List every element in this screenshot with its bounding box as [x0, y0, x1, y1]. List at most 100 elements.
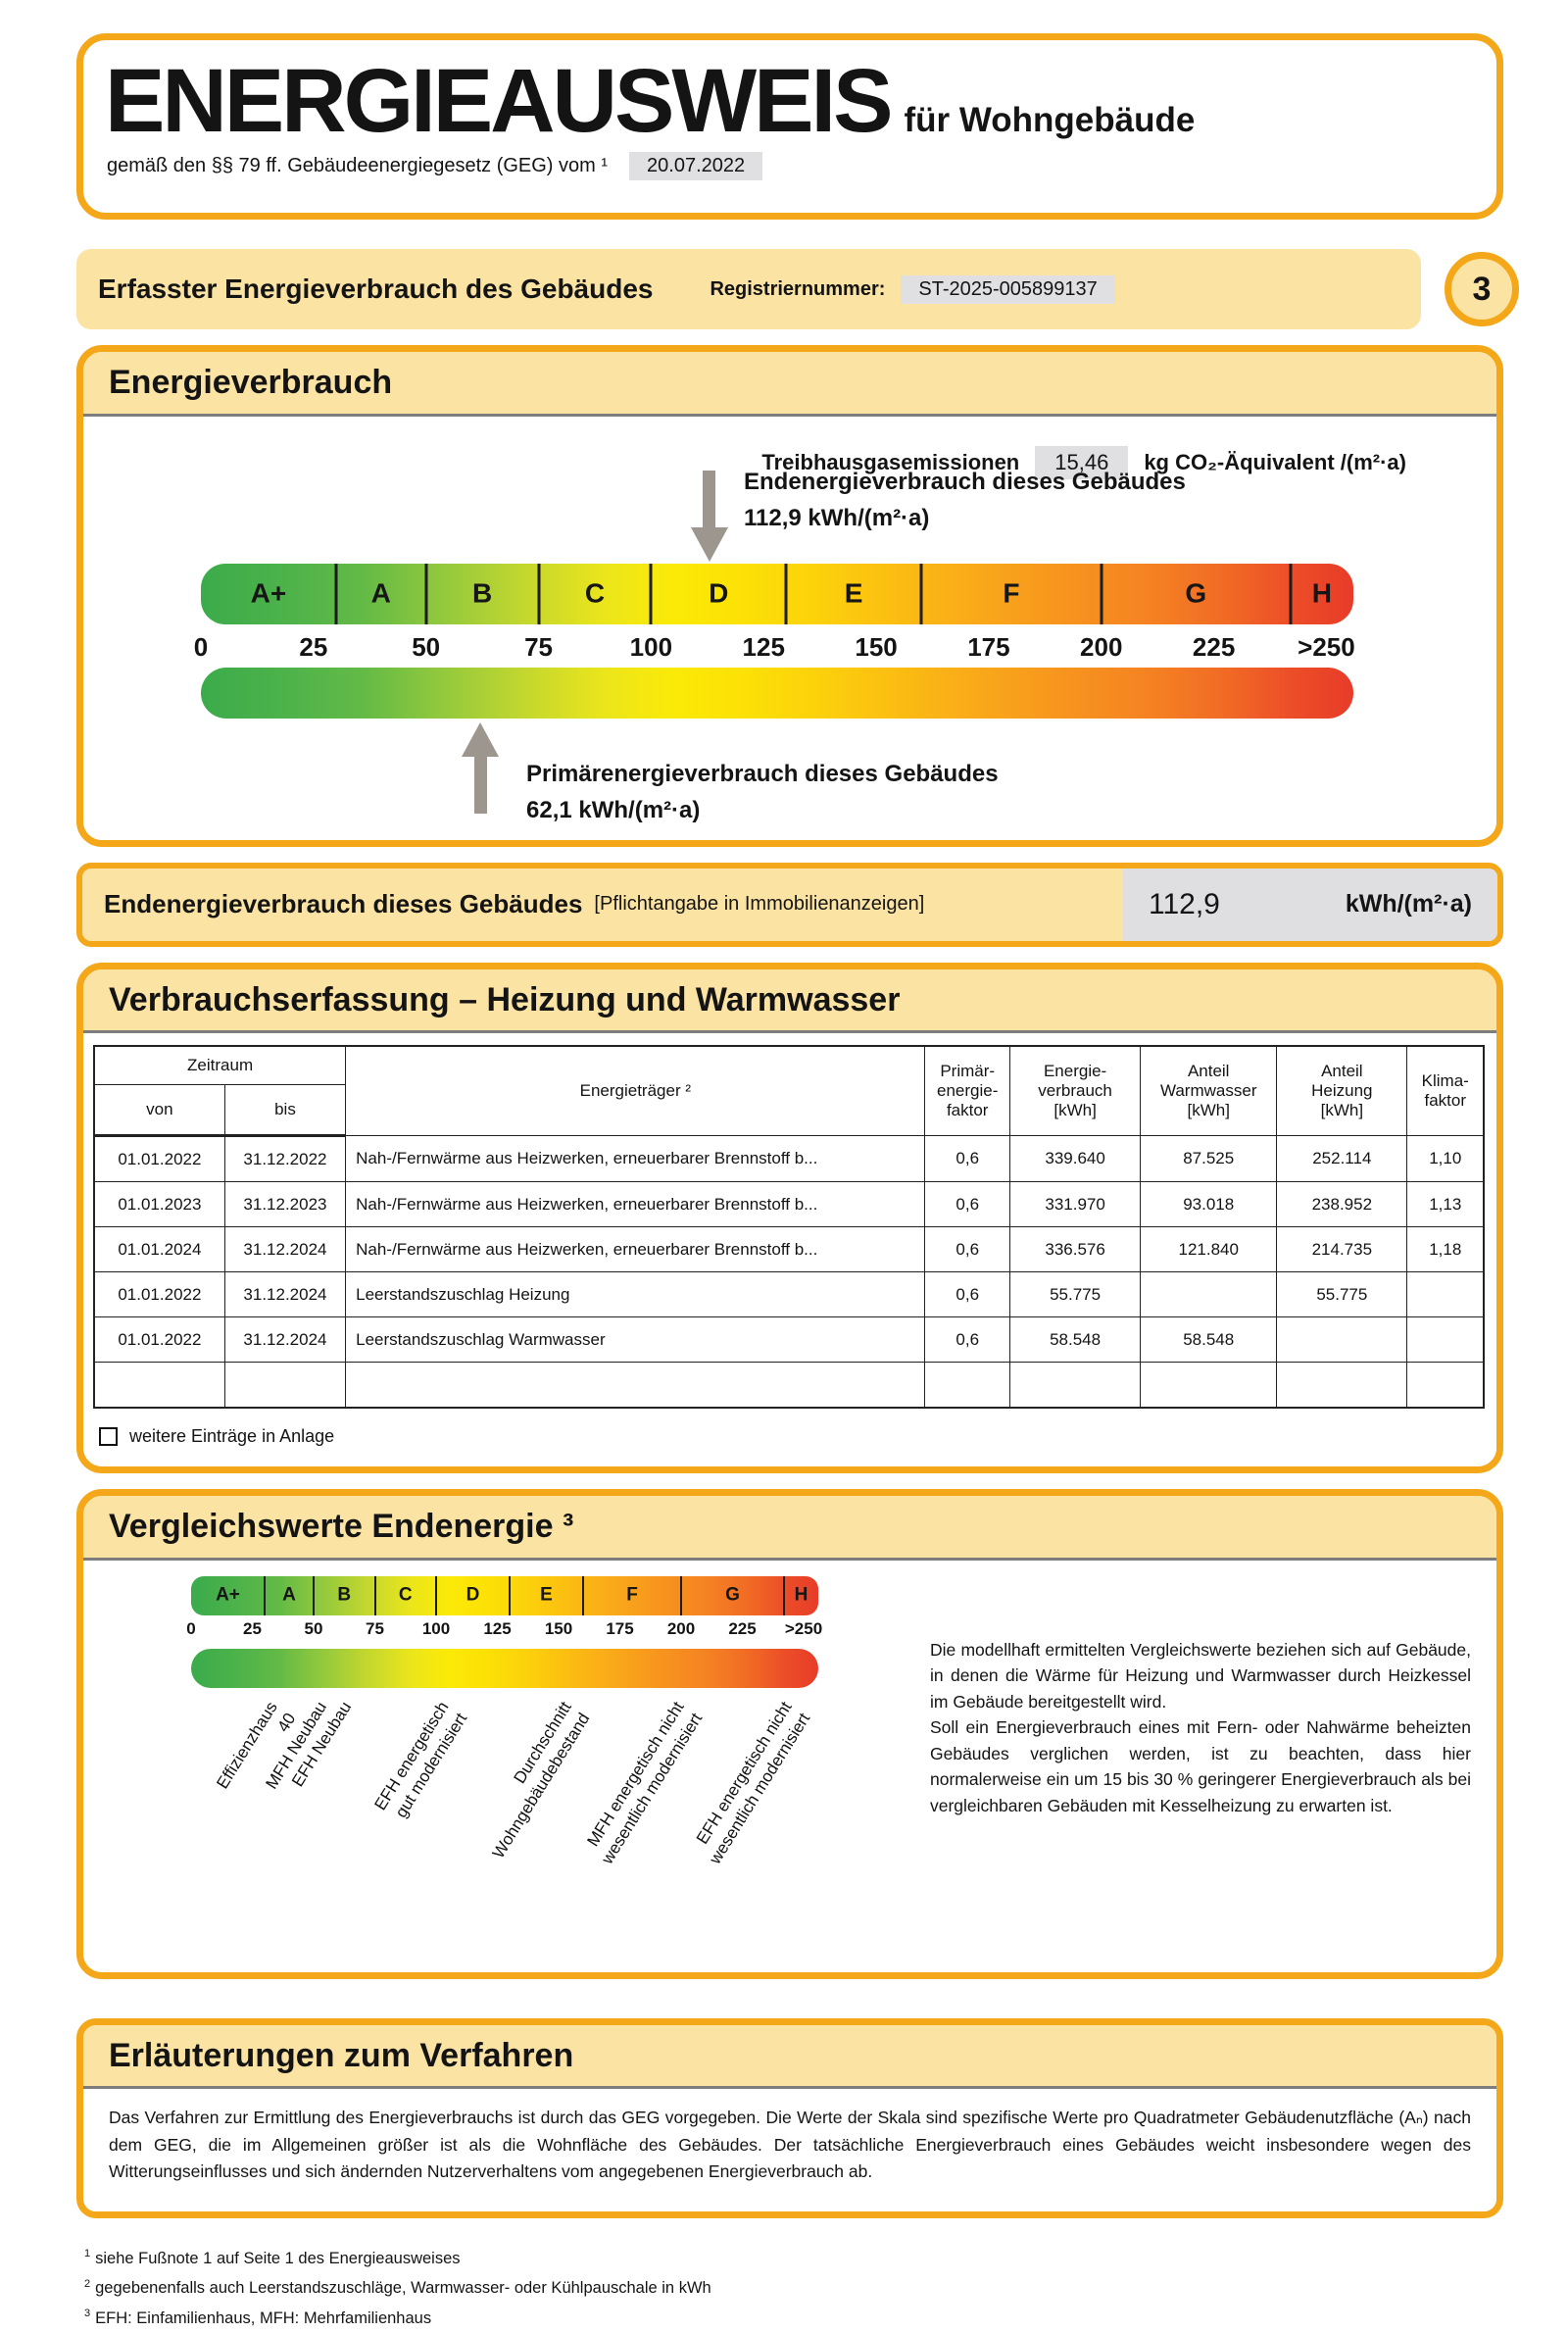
table-cell: 01.01.2022	[93, 1271, 225, 1317]
section-banner-row: Erfasster Energieverbrauch des Gebäudes …	[76, 249, 1519, 329]
end-energy-value-box: 112,9 kWh/(m²·a)	[1123, 868, 1497, 941]
efficiency-class-E: E	[540, 1584, 553, 1606]
scale-tick-200: 200	[666, 1618, 696, 1638]
table-cell: 1,18	[1406, 1226, 1485, 1272]
more-entries-checkbox[interactable]	[99, 1427, 118, 1446]
end-energy-marker-arrow	[690, 470, 728, 562]
comparison-label: Durchschnitt Wohngebäudebestand	[489, 1698, 594, 1861]
efficiency-class-D: D	[466, 1584, 480, 1606]
header-zeitraum: Zeitraum	[93, 1045, 347, 1085]
class-divider	[334, 563, 338, 624]
table-cell: 87.525	[1140, 1135, 1278, 1182]
end-energy-annotation-value: 112,9 kWh/(m²·a)	[744, 504, 930, 531]
ghg-value-box: 15,46	[1035, 445, 1129, 479]
table-cell: 0,6	[924, 1135, 1010, 1182]
section-banner: Erfasster Energieverbrauch des Gebäudes …	[76, 249, 1421, 329]
table-cell: 331.970	[1008, 1181, 1142, 1227]
arrow-head-up-icon	[462, 721, 500, 757]
table-cell: 31.12.2024	[223, 1316, 347, 1363]
table-cell: 58.548	[1140, 1316, 1278, 1363]
ghg-unit: kg CO₂-Äquivalent /(m²·a)	[1144, 449, 1406, 474]
title-line: ENERGIEAUSWEIS für Wohngebäude	[83, 40, 1496, 146]
section-title: Energieverbrauch	[109, 364, 393, 401]
scale-tick-150: 150	[544, 1618, 573, 1638]
comparison-labels: Effizienzhaus 40 MFH Neubau EFH Neubau EFH …	[191, 1688, 818, 1953]
efficiency-class-C: C	[584, 576, 606, 608]
table-cell: Nah-/Fernwärme aus Heizwerken, erneuerba…	[345, 1226, 926, 1272]
footnote-text: siehe Fußnote 1 auf Seite 1 des Energiea…	[95, 2249, 461, 2267]
registration-label: Registriernummer:	[710, 277, 886, 300]
document-subtitle: für Wohngebäude	[904, 101, 1196, 139]
energy-efficiency-scale: A+ A B C D E F G H 0 25 50 75 100 125 150 175 200 225 >250	[194, 470, 1355, 814]
consumption-table: Zeitraum Energieträger ² Primär- energie…	[93, 1045, 1485, 1409]
header-energieverbrauch: Energie- verbrauch [kWh]	[1008, 1045, 1142, 1136]
table-cell	[1008, 1362, 1142, 1409]
vergleichswerte-title-strip: Vergleichswerte Endenergie ³	[83, 1496, 1496, 1561]
scale-tick-100: 100	[629, 631, 673, 662]
comparison-gradient-bar	[191, 1648, 818, 1688]
banner-title: Erfasster Energieverbrauch des Gebäudes	[98, 273, 654, 304]
class-divider	[1289, 563, 1293, 624]
efficiency-class-G: G	[725, 1584, 740, 1606]
page-number: 3	[1472, 270, 1492, 308]
table-cell	[1276, 1316, 1408, 1363]
scale-tick-50: 50	[412, 631, 441, 662]
consumption-table-area: Zeitraum Energieträger ² Primär- energie…	[83, 1033, 1496, 1466]
table-cell: 1,10	[1406, 1135, 1485, 1182]
scale-tick-row: 0 25 50 75 100 125 150 175 200 225 >250	[194, 624, 1355, 668]
class-divider	[649, 563, 653, 624]
comparison-area: A+ A B C D E F G H 0 25 50 75 100 125 150 175 200 225 >250…	[83, 1560, 1496, 1972]
table-cell: 55.775	[1008, 1271, 1142, 1317]
scale-tick-25: 25	[299, 631, 328, 662]
primary-energy-annotation-value: 62,1 kWh/(m²·a)	[526, 796, 701, 823]
section-erlaeuterungen: Erläuterungen zum Verfahren Das Verfahre…	[76, 2017, 1503, 2218]
footnotes: 1 siehe Fußnote 1 auf Seite 1 des Energie…	[84, 2244, 1503, 2333]
table-cell: 55.775	[1276, 1271, 1408, 1317]
footnote: 2 gegebenenfalls auch Leerstandszuschläge…	[84, 2273, 1503, 2304]
table-cell: 0,6	[924, 1271, 1010, 1317]
law-date-box: 20.07.2022	[629, 152, 763, 180]
gradient-bar	[201, 667, 1353, 719]
efficiency-class-E: E	[844, 576, 863, 608]
section-verbrauchserfassung: Verbrauchserfassung – Heizung und Warmwa…	[76, 962, 1503, 1473]
efficiency-class-C: C	[398, 1584, 413, 1606]
comparison-scale: A+ A B C D E F G H 0 25 50 75 100 125 150 175 200 225 >250…	[186, 1575, 822, 1953]
scale-tick-125: 125	[483, 1618, 512, 1638]
scale-tick->250: >250	[784, 1618, 823, 1638]
efficiency-class-H: H	[794, 1584, 808, 1606]
table-cell: 31.12.2024	[223, 1226, 347, 1272]
scale-tick-225: 225	[1192, 631, 1236, 662]
class-divider	[919, 563, 923, 624]
arrow-stem	[473, 756, 487, 814]
class-divider	[373, 1575, 376, 1615]
comparison-note-paragraph: Soll ein Energieverbrauch eines mit Fern…	[930, 1717, 1471, 1816]
section-title: Verbrauchserfassung – Heizung und Warmwa…	[109, 980, 901, 1018]
class-divider	[509, 1575, 511, 1615]
scale-tick-150: 150	[855, 631, 898, 662]
table-cell: 252.114	[1276, 1135, 1408, 1182]
table-cell: Nah-/Fernwärme aus Heizwerken, erneuerba…	[345, 1135, 926, 1182]
scale-tick-25: 25	[243, 1618, 262, 1638]
arrow-stem	[703, 470, 716, 527]
consumption-table-body: 01.01.2022 31.12.2022 Nah-/Fernwärme aus H…	[93, 1135, 1485, 1409]
efficiency-class-A+: A+	[250, 576, 287, 608]
end-energy-banner-note: [Pflichtangabe in Immobilienanzeigen]	[594, 893, 925, 915]
ghg-label: Treibhausgasemissionen	[761, 449, 1020, 474]
primary-energy-annotation: Primärenergieverbrauch dieses Gebäudes 6…	[526, 756, 999, 828]
class-divider	[264, 1575, 266, 1615]
header-klimafaktor: Klima- faktor	[1406, 1045, 1485, 1136]
efficiency-class-B: B	[471, 576, 493, 608]
ghg-emissions-row: Treibhausgasemissionen 15,46 kg CO₂-Äqui…	[761, 445, 1406, 479]
class-divider	[783, 1575, 785, 1615]
class-divider	[435, 1575, 437, 1615]
table-row: 01.01.2024 31.12.2024 Nah-/Fernwärme aus H…	[93, 1226, 1485, 1272]
end-energy-banner-title: Endenergieverbrauch dieses Gebäudes	[104, 889, 583, 918]
more-entries-line: weitere Einträge in Anlage	[99, 1426, 1485, 1447]
comparison-label: EFH energetisch gut modernisiert	[370, 1698, 471, 1821]
table-cell: Nah-/Fernwärme aus Heizwerken, erneuerba…	[345, 1181, 926, 1227]
scale-tick-50: 50	[304, 1618, 323, 1638]
table-cell: 31.12.2022	[223, 1135, 347, 1182]
efficiency-class-H: H	[1311, 576, 1332, 608]
scale-tick-75: 75	[366, 1618, 384, 1638]
table-cell: Leerstandszuschlag Heizung	[345, 1271, 926, 1317]
